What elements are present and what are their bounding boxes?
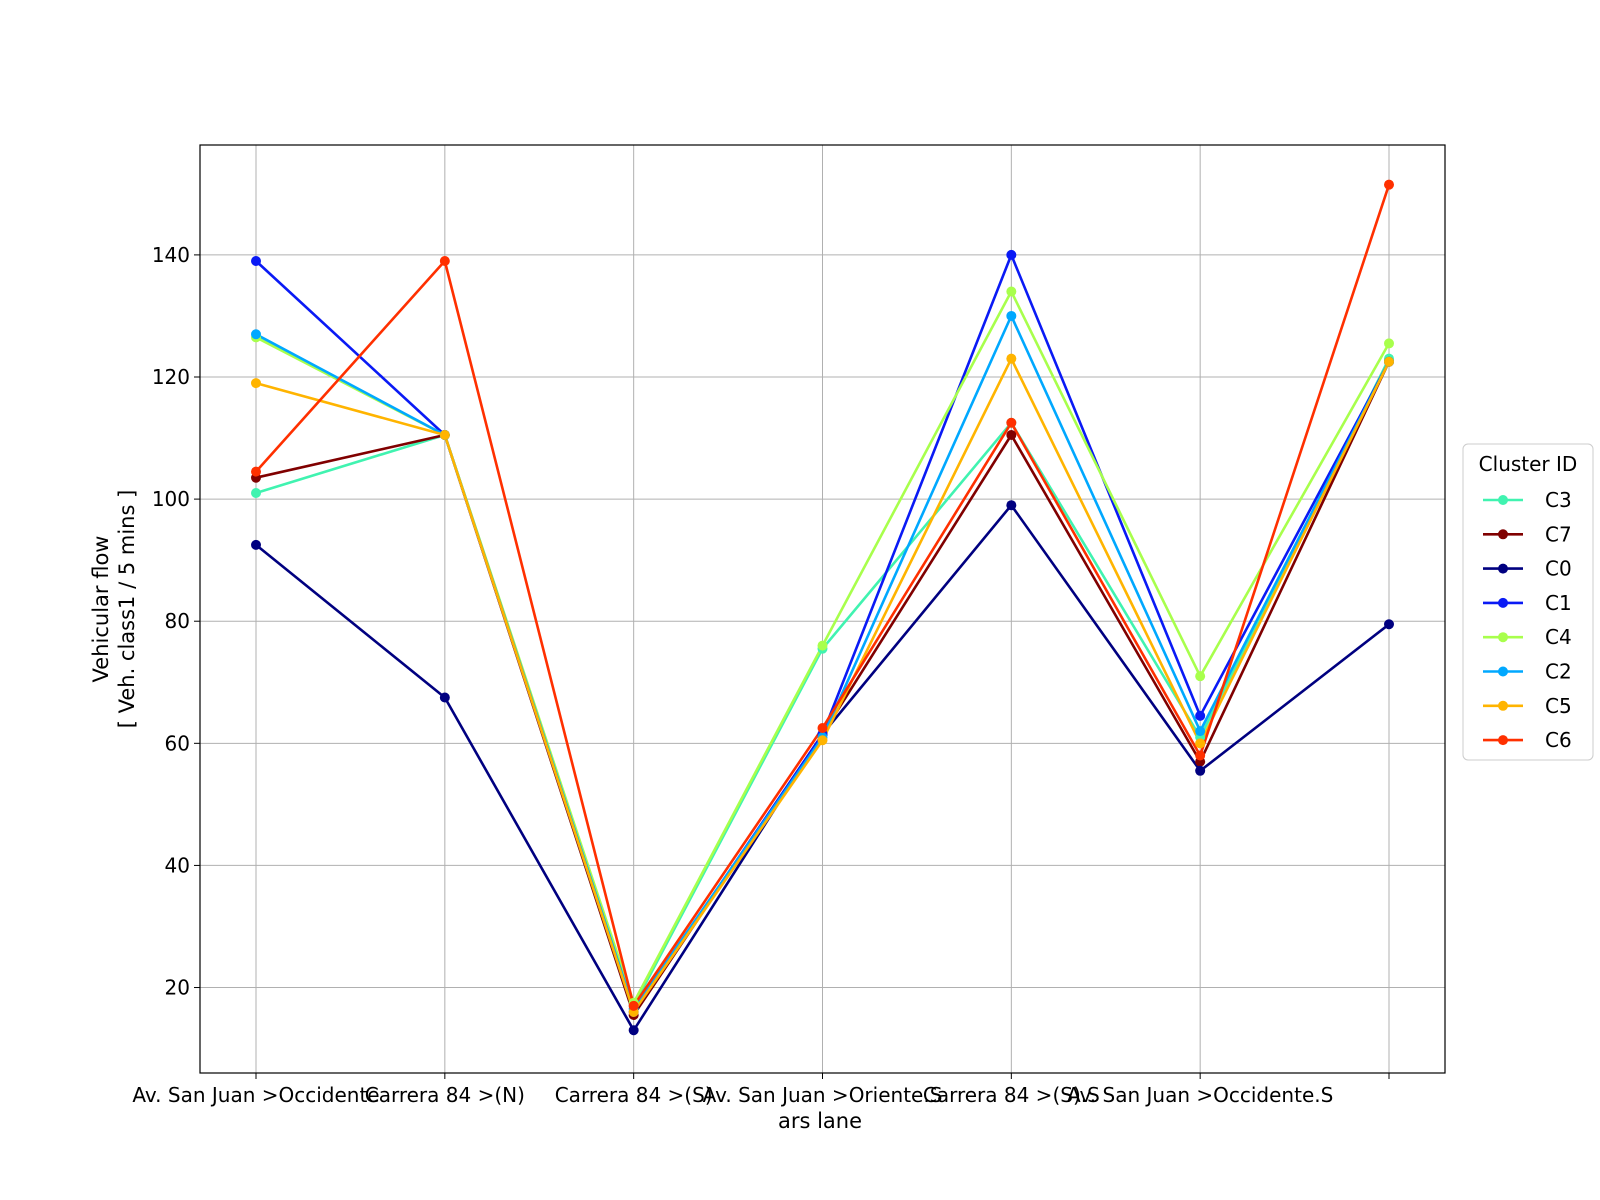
legend-label-c1: C1 <box>1545 591 1572 615</box>
y-tick-label: 20 <box>165 976 190 1000</box>
legend-box <box>1462 443 1594 761</box>
legend-marker-c5 <box>1498 700 1508 711</box>
grid-lines <box>200 145 1445 1073</box>
legend-label-c2: C2 <box>1545 660 1572 684</box>
data-point-c0 <box>1006 500 1017 511</box>
data-point-c6 <box>1006 417 1017 428</box>
data-point-c5 <box>1195 738 1206 749</box>
legend-marker-c2 <box>1498 666 1508 677</box>
legend: Cluster ID C3 C7 C0 C1 C4 C2 C5 C6 <box>1462 443 1594 761</box>
data-point-c5 <box>817 735 828 746</box>
data-point-c6 <box>439 256 450 266</box>
legend-items: C3 C7 C0 C1 C4 C2 C5 C6 <box>1483 488 1572 752</box>
data-point-c5 <box>251 378 261 389</box>
y-tick-label: 140 <box>152 243 190 267</box>
data-point-c6 <box>628 1000 639 1011</box>
data-point-c1 <box>251 256 261 266</box>
legend-label-c5: C5 <box>1545 694 1572 718</box>
data-point-c6 <box>1195 750 1206 761</box>
y-tick-label: 120 <box>152 365 190 389</box>
data-point-c6 <box>251 466 261 477</box>
data-point-c4 <box>1195 671 1206 682</box>
y-axis-title-line1: Vehicular flow <box>89 536 113 683</box>
data-point-c5 <box>1384 356 1394 367</box>
x-tick-label: Carrera 84 >(N) <box>365 1083 525 1107</box>
x-tick-label: Carrera 84 >(S) <box>555 1083 713 1107</box>
data-point-c5 <box>1006 353 1017 364</box>
data-point-c1 <box>1195 710 1206 721</box>
data-point-c6 <box>817 723 828 734</box>
data-point-c2 <box>1006 310 1017 321</box>
data-point-c0 <box>628 1025 639 1036</box>
legend-marker-c6 <box>1498 735 1508 746</box>
legend-label-c0: C0 <box>1545 557 1572 581</box>
data-point-c6 <box>1384 179 1394 190</box>
data-point-c0 <box>1384 619 1394 630</box>
y-tick-label: 100 <box>152 487 190 511</box>
legend-marker-c7 <box>1498 529 1508 540</box>
data-point-c4 <box>817 640 828 651</box>
legend-marker-c4 <box>1498 632 1508 643</box>
data-point-c0 <box>251 539 261 550</box>
data-point-c1 <box>1006 249 1017 260</box>
data-point-c4 <box>1384 338 1394 349</box>
x-tick-label: Av. San Juan >Occidente.S <box>1067 1083 1333 1107</box>
data-point-c3 <box>251 488 261 498</box>
y-tick-label: 40 <box>165 853 190 877</box>
legend-marker-c0 <box>1498 563 1508 574</box>
x-tick-label: Carrera 84 >(S).S <box>923 1083 1100 1107</box>
data-point-c0 <box>1195 765 1206 776</box>
x-tick-label: Av. San Juan >Oriente.S <box>703 1083 943 1107</box>
data-point-c2 <box>251 329 261 340</box>
y-tick-label: 60 <box>165 731 190 755</box>
x-tick-label: Av. San Juan >Occidente <box>132 1083 379 1107</box>
legend-label-c7: C7 <box>1545 522 1572 546</box>
data-point-c4 <box>1006 286 1017 297</box>
y-tick-label: 80 <box>165 609 190 633</box>
data-point-c2 <box>1195 726 1206 737</box>
legend-label-c4: C4 <box>1545 625 1572 649</box>
y-axis-title-line2: [ Veh. class1 / 5 mins ] <box>115 490 139 729</box>
legend-marker-c3 <box>1498 495 1508 505</box>
data-point-c5 <box>439 430 450 440</box>
legend-marker-c1 <box>1498 597 1508 608</box>
data-point-c0 <box>439 692 450 703</box>
series-points <box>251 179 1394 1036</box>
legend-label-c3: C3 <box>1545 488 1572 512</box>
legend-label-c6: C6 <box>1545 728 1572 752</box>
x-axis-title: ars lane <box>778 1109 862 1133</box>
legend-title: Cluster ID <box>1479 452 1578 476</box>
data-point-c7 <box>1006 430 1017 440</box>
y-axis-title: Vehicular flow [ Veh. class1 / 5 mins ] <box>89 490 139 729</box>
y-axis-ticks: 20 40 60 80 100 120 140 <box>152 243 200 1000</box>
